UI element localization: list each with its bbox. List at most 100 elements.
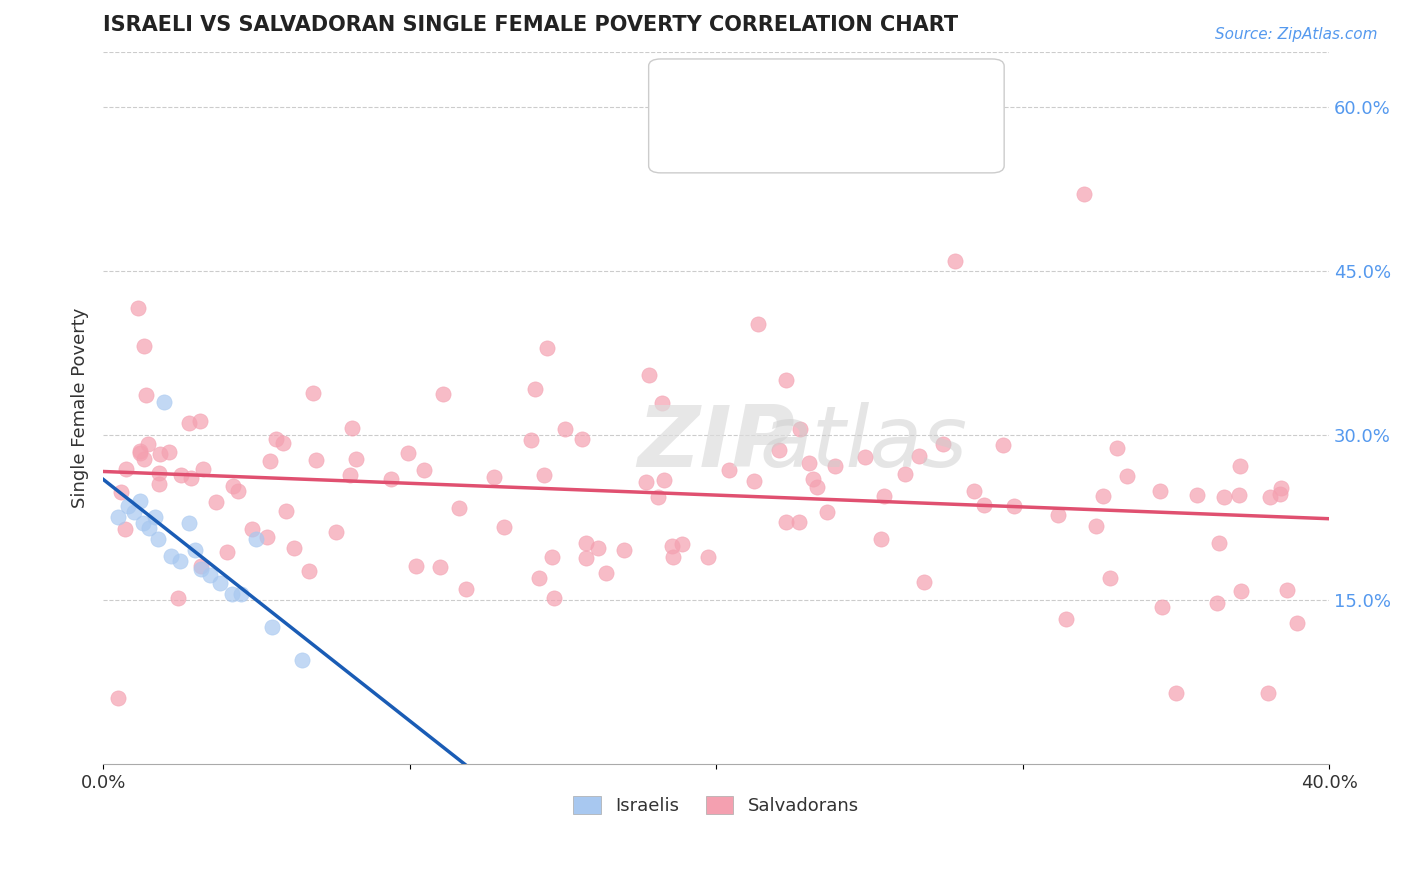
Point <box>157 444 180 458</box>
Point <box>853 450 876 465</box>
Point <box>647 490 669 504</box>
Point <box>991 438 1014 452</box>
Point <box>205 495 228 509</box>
Point <box>1270 482 1292 496</box>
Point <box>114 522 136 536</box>
Point <box>932 437 955 451</box>
Point <box>129 443 152 458</box>
Point <box>1116 469 1139 483</box>
Point <box>122 505 145 519</box>
Point <box>519 433 541 447</box>
Point <box>245 533 267 547</box>
Y-axis label: Single Female Poverty: Single Female Poverty <box>72 308 89 508</box>
Point <box>129 446 152 460</box>
Point <box>638 368 661 382</box>
Point <box>1046 508 1069 523</box>
Point <box>149 447 172 461</box>
Point <box>190 559 212 574</box>
Point <box>1098 571 1121 585</box>
Point <box>912 575 935 590</box>
Point <box>283 541 305 555</box>
Point <box>1230 583 1253 598</box>
Point <box>815 505 838 519</box>
Point <box>266 432 288 446</box>
Point <box>824 459 846 474</box>
Point <box>1164 685 1187 699</box>
Point <box>1185 488 1208 502</box>
Point <box>259 453 281 467</box>
Point <box>184 543 207 558</box>
Point <box>908 449 931 463</box>
Point <box>148 533 170 547</box>
Point <box>536 341 558 355</box>
Point <box>613 543 636 558</box>
Point <box>240 522 263 536</box>
Point <box>169 554 191 568</box>
Point <box>129 494 152 508</box>
Point <box>273 436 295 450</box>
Point <box>325 524 347 539</box>
Point <box>1285 615 1308 630</box>
Point <box>148 466 170 480</box>
Point <box>340 421 363 435</box>
Point <box>1149 483 1171 498</box>
Point <box>747 318 769 332</box>
Point <box>787 515 810 529</box>
Point <box>167 591 190 606</box>
Point <box>652 473 675 487</box>
Text: ZIP: ZIP <box>637 402 794 485</box>
Point <box>1054 612 1077 626</box>
Point <box>634 475 657 489</box>
Point <box>543 591 565 605</box>
Point <box>229 587 252 601</box>
Point <box>742 474 765 488</box>
Point <box>260 620 283 634</box>
Point <box>380 472 402 486</box>
Point <box>1275 582 1298 597</box>
Point <box>396 446 419 460</box>
Point <box>533 467 555 482</box>
Point <box>291 653 314 667</box>
Point <box>661 550 683 565</box>
Point <box>339 467 361 482</box>
Point <box>775 373 797 387</box>
Point <box>127 301 149 315</box>
Point <box>1208 535 1230 549</box>
Point <box>200 568 222 582</box>
Point <box>256 530 278 544</box>
FancyBboxPatch shape <box>648 59 1004 173</box>
Text: atlas: atlas <box>759 402 967 485</box>
Legend: Israelis, Salvadorans: Israelis, Salvadorans <box>562 785 869 826</box>
Point <box>1092 489 1115 503</box>
Point <box>588 541 610 556</box>
Point <box>276 504 298 518</box>
Point <box>575 551 598 566</box>
Point <box>494 520 516 534</box>
Point <box>132 451 155 466</box>
Point <box>524 383 547 397</box>
Point <box>1258 490 1281 504</box>
Point <box>1227 488 1250 502</box>
Point <box>143 510 166 524</box>
Point <box>571 433 593 447</box>
Point <box>138 521 160 535</box>
Point <box>574 536 596 550</box>
Point <box>893 467 915 482</box>
Point <box>159 549 181 563</box>
Point <box>115 462 138 476</box>
Point <box>170 467 193 482</box>
Point <box>136 437 159 451</box>
Point <box>1268 486 1291 500</box>
Point <box>768 443 790 458</box>
Point <box>806 480 828 494</box>
Point <box>177 516 200 530</box>
Point <box>208 576 231 591</box>
Point <box>527 571 550 585</box>
Text: Source: ZipAtlas.com: Source: ZipAtlas.com <box>1215 27 1378 42</box>
Point <box>188 414 211 428</box>
Point <box>870 532 893 546</box>
Point <box>107 691 129 706</box>
Point <box>1212 490 1234 504</box>
Point <box>135 388 157 402</box>
Point <box>1002 499 1025 513</box>
